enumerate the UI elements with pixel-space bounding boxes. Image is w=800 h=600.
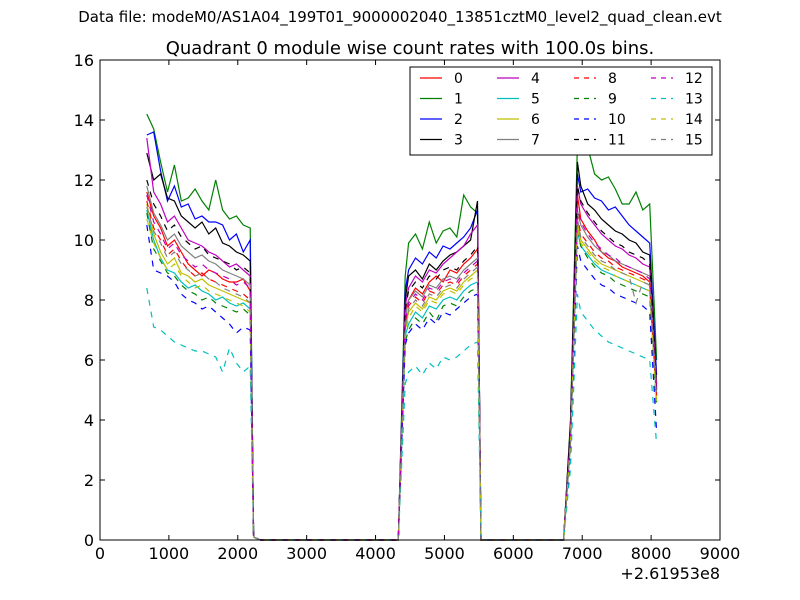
legend-label-11: 11 <box>608 133 626 149</box>
y-tick-label: 6 <box>84 351 94 370</box>
legend-label-1: 1 <box>454 92 463 108</box>
legend-label-12: 12 <box>685 71 703 87</box>
y-tick-label: 8 <box>84 291 94 310</box>
x-tick-label: 0 <box>95 544 105 563</box>
legend-label-6: 6 <box>531 112 540 128</box>
series-line-6 <box>146 203 658 541</box>
x-axis-offset-label: +2.61953e8 <box>620 564 720 583</box>
legend-label-15: 15 <box>685 133 703 149</box>
series-line-14 <box>146 218 658 541</box>
x-axis: 0 1000 2000 3000 4000 5000 6000 7000 8000 9000 <box>95 60 740 563</box>
chart-title: Quadrant 0 module wise count rates with … <box>166 38 655 59</box>
y-tick-label: 12 <box>74 171 94 190</box>
y-tick-label: 4 <box>84 411 94 430</box>
legend-label-3: 3 <box>454 133 463 149</box>
y-tick-label: 10 <box>74 231 94 250</box>
x-tick-label: 2000 <box>217 544 258 563</box>
figure-suptitle: Data file: modeM0/AS1A04_199T01_90000020… <box>78 8 722 26</box>
legend-label-13: 13 <box>685 92 703 108</box>
legend-label-4: 4 <box>531 71 540 87</box>
x-tick-label: 8000 <box>631 544 672 563</box>
y-tick-label: 0 <box>84 531 94 550</box>
legend-label-14: 14 <box>685 112 703 128</box>
series-line-12 <box>146 194 658 541</box>
legend-label-5: 5 <box>531 92 540 108</box>
x-tick-label: 1000 <box>149 544 190 563</box>
series-line-4 <box>146 137 658 541</box>
x-tick-label: 9000 <box>700 544 741 563</box>
legend-label-8: 8 <box>608 71 617 87</box>
plot-lines <box>146 113 658 541</box>
y-tick-label: 14 <box>74 111 94 130</box>
series-line-9 <box>146 212 658 541</box>
x-tick-label: 7000 <box>562 544 603 563</box>
series-line-8 <box>146 200 658 541</box>
y-tick-label: 2 <box>84 471 94 490</box>
series-line-13 <box>146 287 658 541</box>
legend-label-2: 2 <box>454 112 463 128</box>
y-tick-label: 16 <box>74 51 94 70</box>
x-tick-label: 6000 <box>493 544 534 563</box>
legend-label-10: 10 <box>608 112 626 128</box>
x-tick-label: 4000 <box>355 544 396 563</box>
legend-box <box>409 66 713 156</box>
series-line-10 <box>146 224 658 541</box>
series-line-2 <box>146 131 658 541</box>
legend-label-0: 0 <box>454 71 463 87</box>
x-tick-label: 3000 <box>286 544 327 563</box>
legend-label-7: 7 <box>531 133 540 149</box>
legend-label-9: 9 <box>608 92 617 108</box>
x-tick-label: 5000 <box>424 544 465 563</box>
